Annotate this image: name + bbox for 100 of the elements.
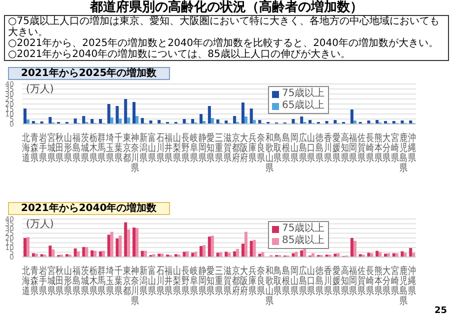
- x-tick-label: 兵庫県: [248, 132, 257, 164]
- x-tick-label: 香川県: [324, 132, 332, 164]
- x-tick-label: 宮城県: [46, 132, 56, 164]
- x-tick-label: 神奈川県: [131, 265, 140, 308]
- text: 25: [434, 306, 447, 316]
- x-tick-label: 三重県: [215, 266, 223, 298]
- x-tick-label: 山口県: [307, 132, 316, 164]
- x-tick-label: 島根県: [282, 132, 290, 164]
- x-tick-label: 沖縄県: [406, 265, 416, 298]
- x-tick-label: 北海道: [22, 265, 30, 298]
- x-tick-label: 福岡県: [349, 132, 358, 164]
- x-tick-label: 沖縄県: [406, 132, 416, 164]
- x-tick-label: 鳥取県: [272, 265, 282, 298]
- x-tick-label: 鹿児島県: [399, 132, 408, 174]
- x-tick-label: 岩手県: [38, 132, 47, 164]
- x-tick-label: 長崎県: [366, 132, 374, 164]
- x-tick-label: 兵庫県: [248, 265, 257, 298]
- x-tick-label: 岡山県: [290, 133, 298, 164]
- x-tick-label: 鹿児島県: [399, 265, 408, 308]
- x-tick-label: 岡山県: [290, 266, 298, 298]
- legend-label: 75歳以上: [282, 88, 325, 100]
- x-tick-label: 福岡県: [349, 265, 358, 298]
- x-tick-label: 愛媛県: [332, 132, 340, 164]
- x-tick-label: 徳島県: [316, 132, 324, 164]
- x-tick-label: 新潟県: [140, 132, 148, 164]
- x-tick-label: 鳥取県: [272, 132, 282, 164]
- x-tick-label: 北海道: [22, 132, 30, 164]
- x-tick-label: 茨城県: [80, 132, 89, 164]
- x-tick-label: 山形県: [64, 265, 72, 298]
- x-tick-label: 群馬県: [96, 132, 106, 164]
- x-tick-label: 神奈川県: [131, 132, 140, 174]
- x-tick-label: 岐阜県: [190, 265, 198, 298]
- x-tick-label: 石川県: [156, 266, 164, 298]
- x-tick-label: 福井県: [164, 132, 173, 164]
- legend-label: 85歳以上: [282, 235, 325, 247]
- x-tick-label: 東京都: [122, 265, 131, 298]
- x-tick-label: 山口県: [307, 265, 316, 298]
- x-tick-label: 青森県: [30, 132, 39, 164]
- x-tick-label: 徳島県: [316, 265, 324, 298]
- x-tick-label: 熊本県: [374, 265, 382, 298]
- x-tick-label: 富山県: [148, 132, 156, 164]
- x-tick-label: 大分県: [382, 132, 391, 164]
- x-tick-label: 岐阜県: [190, 132, 198, 164]
- x-tick-label: 長野県: [181, 265, 190, 298]
- x-tick-label: 高知県: [340, 265, 349, 298]
- chart-title: 2021年から2040年の増加数: [8, 202, 170, 215]
- x-tick-label: 島根県: [282, 265, 290, 298]
- x-tick-label: 埼玉県: [105, 132, 114, 164]
- x-tick-label: 長野県: [181, 132, 190, 164]
- x-tick-label: 佐賀県: [358, 132, 366, 164]
- x-tick-label: 京都府: [232, 265, 240, 298]
- x-tick-label: 佐賀県: [358, 265, 366, 298]
- x-tick-label: 大阪府: [240, 132, 248, 164]
- x-tick-label: 千葉県: [114, 132, 122, 164]
- x-tick-label: 熊本県: [374, 132, 382, 164]
- x-tick-label: 新潟県: [140, 265, 148, 298]
- x-tick-label: 長崎県: [366, 265, 374, 298]
- x-tick-label: 愛知県: [206, 265, 215, 298]
- x-tick-label: 山梨県: [173, 132, 182, 164]
- x-tick-label: 埼玉県: [105, 265, 114, 298]
- x-tick-label: 愛媛県: [332, 265, 340, 298]
- y-axis-title: (万人): [26, 218, 54, 231]
- x-tick-label: 秋田県: [56, 132, 64, 164]
- legend-label: 65歳以上: [282, 100, 325, 112]
- x-tick-label: 広島県: [298, 132, 307, 164]
- x-tick-label: 和歌山県: [265, 132, 274, 174]
- y-axis-title: (万人): [26, 83, 54, 96]
- x-tick-label: 静岡県: [198, 132, 206, 164]
- x-tick-label: 山形県: [64, 132, 72, 164]
- x-tick-label: 福井県: [164, 265, 173, 298]
- x-tick-label: 石川県: [156, 133, 164, 164]
- x-tick-label: 静岡県: [198, 265, 206, 298]
- x-tick-label: 愛知県: [206, 132, 215, 164]
- legend-label: 75歳以上: [282, 223, 325, 234]
- x-tick-label: 富山県: [148, 265, 156, 298]
- x-tick-label: 京都府: [232, 132, 240, 164]
- x-tick-label: 大阪府: [240, 265, 248, 298]
- x-tick-label: 千葉県: [114, 265, 122, 298]
- x-tick-label: 大分県: [382, 265, 391, 298]
- x-tick-label: 栃木県: [89, 132, 98, 164]
- x-tick-label: 奈良県: [256, 265, 265, 298]
- x-tick-label: 茨城県: [80, 265, 89, 298]
- text: ○2021年から2040年の増加数については、85歳以上人口の伸びが大きい。: [8, 49, 352, 60]
- x-tick-label: 香川県: [324, 265, 332, 298]
- x-tick-label: 奈良県: [256, 132, 265, 164]
- x-tick-label: 福島県: [72, 132, 80, 164]
- x-tick-label: 宮崎県: [391, 132, 400, 164]
- chart-subtitle: 2021年から2025年の増加数: [8, 67, 170, 80]
- x-tick-label: 高知県: [340, 132, 349, 164]
- x-tick-label: 群馬県: [96, 265, 106, 298]
- x-tick-label: 東京都: [122, 132, 131, 164]
- x-tick-label: 岩手県: [38, 265, 47, 298]
- x-tick-label: 福島県: [72, 265, 80, 298]
- x-tick-label: 宮城県: [46, 265, 56, 298]
- x-tick-label: 宮崎県: [391, 265, 400, 298]
- text: ○75歳以上人口の増加は東京、愛知、大阪圏において特に大きく、各地方の中心地域においても大きい。: [8, 16, 440, 38]
- x-tick-label: 青森県: [30, 265, 39, 298]
- x-tick-label: 三重県: [215, 133, 223, 164]
- x-tick-label: 滋賀県: [223, 132, 232, 164]
- x-tick-label: 秋田県: [56, 265, 64, 298]
